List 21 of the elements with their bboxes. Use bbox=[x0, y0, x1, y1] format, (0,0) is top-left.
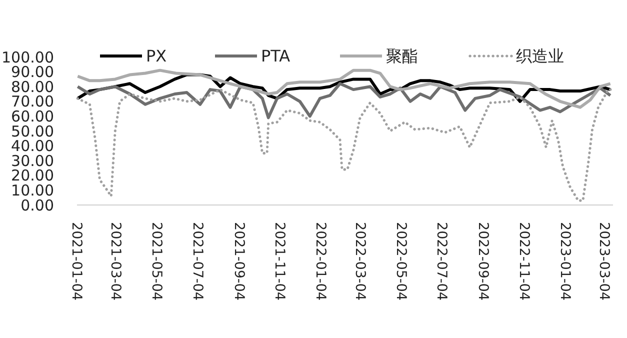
x-tick-label: 2022-07-04 bbox=[434, 222, 450, 300]
line-series bbox=[76, 88, 614, 202]
x-tick-label: 2021-05-04 bbox=[148, 222, 165, 300]
line-series bbox=[76, 82, 612, 120]
line-series bbox=[76, 68, 612, 109]
x-tick-label: 2023-01-04 bbox=[556, 222, 573, 300]
x-tick-label: 2021-11-04 bbox=[272, 222, 288, 300]
x-tick-label: 2022-03-04 bbox=[352, 222, 368, 300]
x-tick-label: 2021-03-04 bbox=[108, 222, 124, 300]
legend-label: 聚酯 bbox=[386, 46, 418, 66]
x-tick-label: 2022-09-04 bbox=[475, 222, 492, 300]
x-tick-label: 2021-09-04 bbox=[230, 222, 247, 300]
x-tick-label: 2023-03-04 bbox=[596, 222, 612, 300]
x-tick-label: 2021-01-04 bbox=[68, 222, 84, 300]
x-tick-label: 2022-11-04 bbox=[516, 222, 532, 300]
x-tick-label: 2021-07-04 bbox=[189, 222, 206, 300]
legend-label: PTA bbox=[261, 46, 290, 66]
legend-label: PX bbox=[146, 46, 167, 66]
x-tick-label: 2022-01-04 bbox=[312, 222, 329, 300]
legend-label: 织造业 bbox=[516, 46, 564, 66]
x-tick-label: 2022-05-04 bbox=[392, 222, 409, 300]
